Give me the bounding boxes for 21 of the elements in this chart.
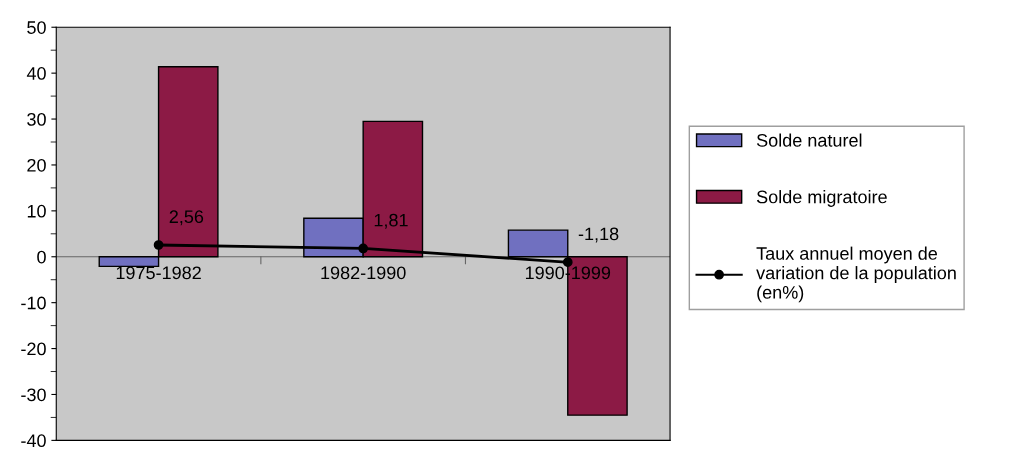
legend-label: Solde naturel [756,133,862,147]
y-tick-label: 40 [26,67,46,80]
x-tick-label: 1975-1982 [116,266,201,280]
x-tick-label: 1990-1999 [525,266,611,280]
y-tick-label: -10 [21,296,46,310]
point [358,243,369,254]
y-tick-label: 20 [27,158,46,172]
y-tick-label: -30 [21,388,46,402]
data-label: -1,18 [578,227,619,243]
y-tick-label: 0 [37,250,46,264]
y-tick-label: 10 [27,204,46,218]
point [153,240,164,250]
y-tick-label: -20 [21,342,46,356]
x-tick-label: 1982-1990 [321,266,406,280]
legend-label: Solde migratoire [756,190,887,207]
data-label: 2,56 [169,210,204,226]
y-tick-label: -40 [21,434,46,448]
data-label: 1,81 [374,213,408,229]
legend-label: Taux annuel moyen de variation de la population (en%) [756,246,956,303]
y-tick-label: 30 [27,112,46,126]
y-tick-label: 50 [27,21,46,34]
